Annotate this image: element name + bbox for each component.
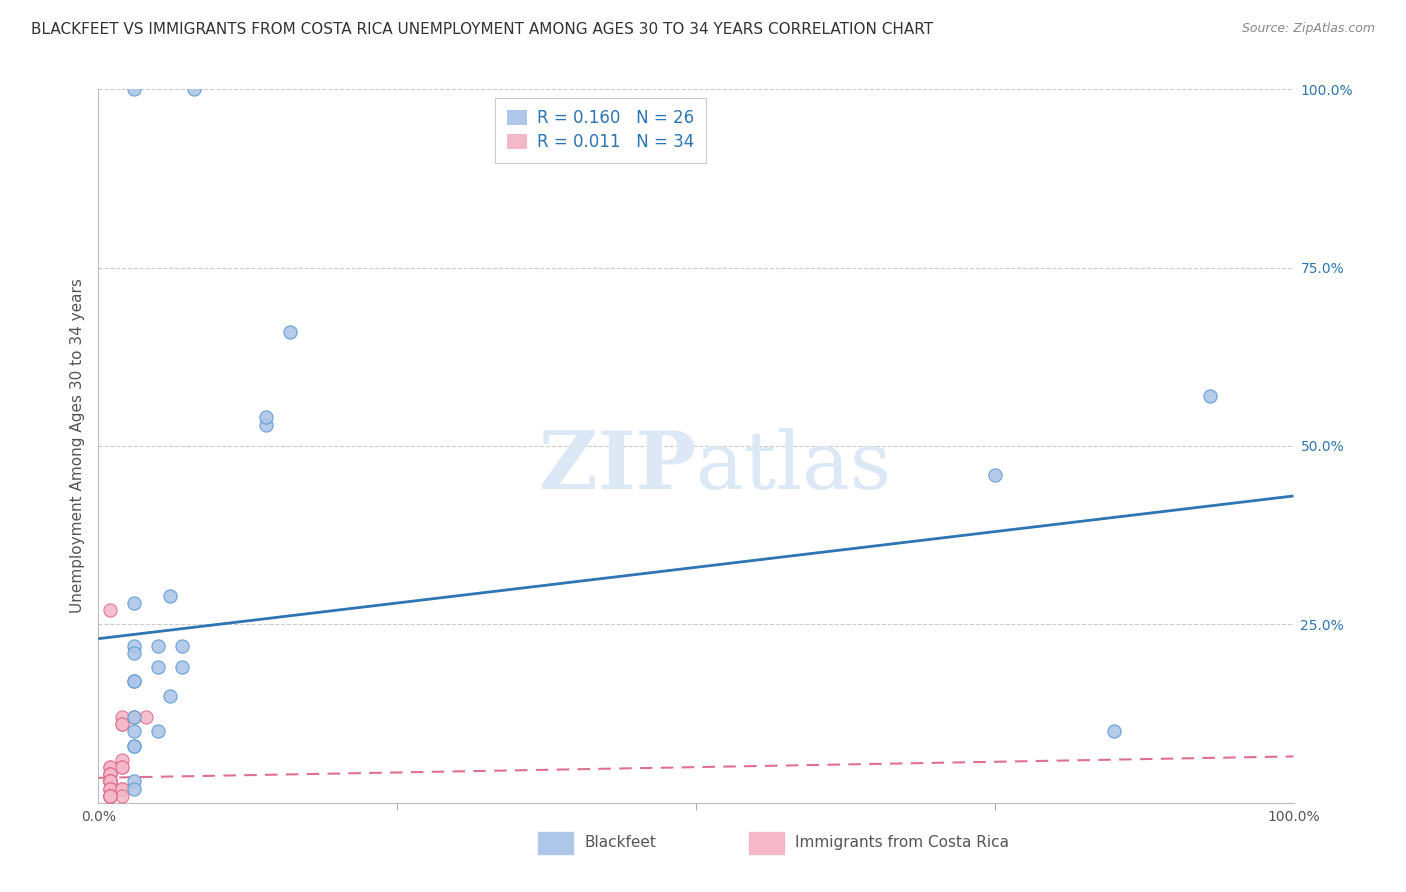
Point [124,82,146,96]
Point [98,774,122,789]
Point [183,82,205,96]
Text: BLACKFEET VS IMMIGRANTS FROM COSTA RICA UNEMPLOYMENT AMONG AGES 30 TO 34 YEARS C: BLACKFEET VS IMMIGRANTS FROM COSTA RICA … [31,22,934,37]
Point [148,660,170,674]
Point [278,325,301,339]
Text: atlas: atlas [696,428,891,507]
Point [172,660,194,674]
Point [98,774,122,789]
Point [124,710,146,724]
Y-axis label: Unemployment Among Ages 30 to 34 years: Unemployment Among Ages 30 to 34 years [69,278,84,614]
Point [111,717,134,731]
Point [98,760,122,774]
Point [111,760,134,774]
Point [111,789,134,803]
Point [98,789,122,803]
Point [98,774,122,789]
Point [124,710,146,724]
Point [98,781,122,796]
Point [98,767,122,781]
Point [124,724,146,739]
Point [148,724,170,739]
Point [159,589,181,603]
Point [111,760,134,774]
Text: Source: ZipAtlas.com: Source: ZipAtlas.com [1241,22,1375,36]
Point [111,753,134,767]
Point [124,739,146,753]
Point [98,774,122,789]
Point [98,789,122,803]
Point [98,781,122,796]
Point [98,774,122,789]
Point [98,789,122,803]
Point [1104,724,1126,739]
Point [124,774,146,789]
Point [98,789,122,803]
Point [111,710,134,724]
Point [111,781,134,796]
Point [98,767,122,781]
Point [98,774,122,789]
Text: ZIP: ZIP [538,428,696,507]
Point [124,739,146,753]
Text: Blackfeet: Blackfeet [585,836,657,850]
Point [159,689,181,703]
Point [98,789,122,803]
Point [124,674,146,689]
Point [124,646,146,660]
Point [98,781,122,796]
Legend: R = 0.160   N = 26, R = 0.011   N = 34: R = 0.160 N = 26, R = 0.011 N = 34 [495,97,706,162]
Point [124,639,146,653]
Point [1199,389,1222,403]
Point [98,774,122,789]
Point [98,760,122,774]
Point [98,767,122,781]
Point [98,603,122,617]
Point [98,789,122,803]
Point [172,639,194,653]
Point [124,674,146,689]
Point [148,639,170,653]
Point [984,467,1007,482]
Point [135,710,157,724]
Point [254,410,277,425]
Text: Immigrants from Costa Rica: Immigrants from Costa Rica [796,836,1010,850]
Point [111,781,134,796]
Point [124,781,146,796]
Point [98,789,122,803]
Point [254,417,277,432]
Point [124,596,146,610]
Point [111,717,134,731]
